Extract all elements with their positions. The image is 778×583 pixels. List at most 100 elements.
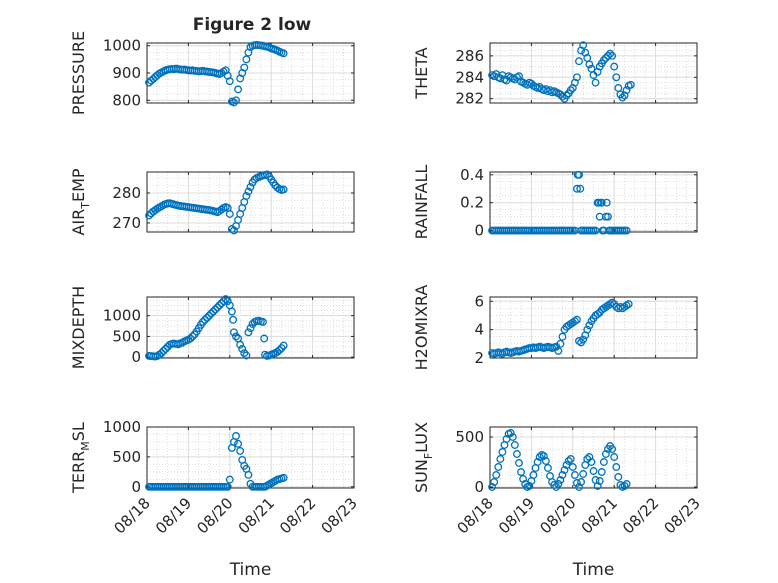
y-tick-label: 0.4 — [460, 166, 484, 184]
data-point — [258, 317, 267, 326]
data-point — [558, 332, 567, 341]
data-point — [568, 463, 577, 471]
data-point — [145, 211, 154, 220]
y-tick-label: 270 — [112, 214, 141, 232]
subplot-theta: 282 284 286 THETA — [412, 41, 698, 108]
data-point — [608, 51, 617, 60]
y-tick-label: 1000 — [103, 418, 141, 436]
data-point — [229, 226, 238, 235]
data-point — [579, 470, 588, 478]
data-point — [570, 317, 579, 326]
data-point — [544, 464, 552, 472]
data-point — [279, 473, 288, 482]
data-point — [612, 73, 621, 82]
data-point — [211, 305, 220, 314]
data-point — [244, 187, 253, 196]
y-tick-label: 4 — [474, 321, 484, 339]
data-point — [229, 98, 238, 107]
data-point — [610, 62, 619, 71]
data-point — [494, 463, 503, 471]
data-point — [541, 85, 550, 94]
data-point — [510, 441, 519, 449]
data-point — [157, 349, 166, 357]
data-point — [554, 346, 563, 355]
data-point — [558, 92, 567, 101]
y-axis-label: SUNFLUX — [412, 422, 435, 493]
y-axis-label: RAINFALL — [412, 165, 431, 240]
subplot-grid: 800 900 1000 PRESSURE 282 284 286 THETA 270 280 AI… — [69, 31, 704, 580]
y-axis-label: H2OMIXRA — [412, 285, 431, 371]
data-point — [626, 80, 635, 89]
data-point — [564, 457, 573, 465]
data-point — [519, 475, 528, 483]
data-point — [583, 325, 592, 334]
data-point — [585, 453, 594, 461]
axes-box — [489, 296, 698, 359]
y-tick-label: 900 — [112, 64, 141, 82]
data-point — [608, 445, 617, 453]
y-tick-label: 800 — [112, 91, 141, 109]
data-point — [575, 483, 583, 491]
x-axis-label: Time — [572, 560, 615, 580]
data-point — [622, 226, 631, 235]
data-point — [260, 334, 269, 343]
y-axis-label: TERRMSL — [69, 422, 92, 494]
data-point — [595, 477, 604, 485]
y-tick-label: 2 — [474, 349, 484, 367]
y-tick-label: 0 — [474, 478, 484, 496]
data-point — [246, 183, 255, 191]
data-point — [225, 210, 234, 218]
data-point — [604, 212, 612, 221]
data-point — [225, 77, 234, 86]
y-tick-label: 1000 — [103, 37, 141, 55]
data-point — [599, 458, 608, 466]
data-point — [490, 478, 499, 486]
axes-box — [146, 171, 355, 233]
data-point — [566, 86, 575, 95]
data-point — [556, 339, 565, 348]
data-point — [209, 307, 218, 316]
y-axis-label: THETA — [412, 47, 431, 99]
y-tick-label: 282 — [455, 90, 484, 108]
data-point — [591, 78, 600, 87]
data-point — [244, 470, 253, 479]
data-point — [599, 56, 608, 65]
data-point — [279, 341, 288, 350]
data-point — [606, 49, 615, 58]
data-point — [575, 57, 583, 66]
data-point — [566, 455, 575, 463]
data-point — [223, 297, 232, 306]
y-tick-label: 6 — [474, 292, 484, 310]
data-point — [240, 63, 249, 72]
data-point — [612, 463, 621, 471]
subplot-h2omixra: 2 4 6 H2OMIXRA — [412, 285, 698, 371]
data-point — [492, 471, 501, 479]
data-point — [587, 458, 596, 466]
data-point — [188, 332, 197, 341]
data-point — [597, 468, 606, 476]
data-point — [608, 298, 617, 307]
data-point — [186, 334, 195, 343]
subplot-mixdepth: 0 500 1000 MIXDEPTH — [69, 286, 355, 369]
data-point — [498, 448, 507, 456]
y-tick-label: 280 — [112, 184, 141, 202]
data-point — [229, 328, 238, 337]
y-tick-label: 284 — [455, 68, 484, 86]
data-point — [572, 73, 581, 82]
data-point — [205, 311, 214, 320]
data-point — [575, 170, 583, 179]
data-point — [263, 170, 272, 179]
axes-box — [146, 296, 355, 359]
data-point — [488, 483, 497, 491]
data-point — [622, 301, 631, 310]
y-tick-label: 0 — [131, 478, 141, 496]
data-point — [213, 303, 222, 312]
y-tick-label: 0 — [474, 222, 484, 240]
data-point — [219, 297, 228, 306]
y-tick-label: 1000 — [103, 307, 141, 325]
data-point — [560, 466, 569, 474]
data-point — [234, 85, 243, 94]
data-point — [515, 459, 523, 467]
data-point — [161, 344, 170, 353]
data-point — [579, 41, 588, 50]
